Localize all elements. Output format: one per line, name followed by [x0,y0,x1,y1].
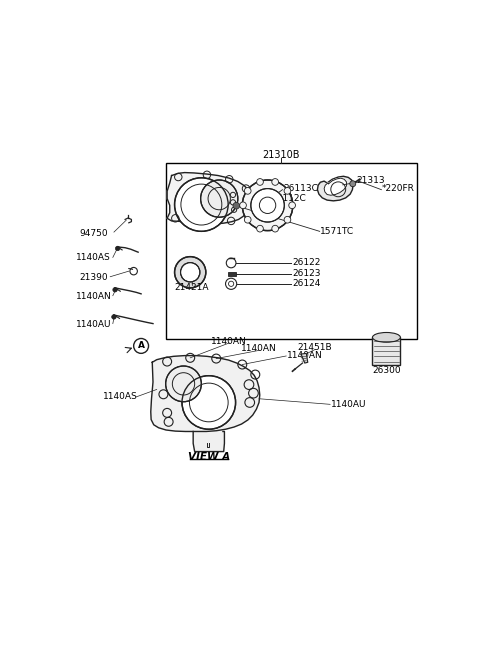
Text: 26122: 26122 [292,258,321,267]
Text: 21310B: 21310B [263,150,300,160]
Circle shape [272,225,278,232]
Circle shape [272,179,278,185]
Circle shape [233,202,240,209]
Text: VIEW A: VIEW A [188,452,230,462]
Text: 26112C: 26112C [271,194,306,204]
Text: 1140AS: 1140AS [103,392,138,401]
Circle shape [284,216,291,223]
Text: 21421A: 21421A [175,283,209,292]
Text: 1140AN: 1140AN [211,336,247,346]
Text: 26113C: 26113C [283,184,318,193]
Circle shape [289,202,296,209]
Circle shape [166,366,202,401]
Circle shape [175,257,206,288]
Polygon shape [193,432,225,451]
Polygon shape [167,173,252,224]
Polygon shape [301,353,308,363]
Circle shape [240,202,246,209]
Circle shape [257,225,264,232]
Polygon shape [151,355,260,432]
Polygon shape [324,178,347,195]
Circle shape [244,187,251,194]
Circle shape [226,258,236,268]
Bar [228,271,236,276]
Text: 94750: 94750 [79,229,108,238]
Circle shape [284,187,291,194]
Text: 26300: 26300 [372,367,401,375]
Circle shape [180,263,200,282]
Circle shape [242,180,293,231]
Text: 21451B: 21451B [298,343,332,352]
Circle shape [182,376,236,429]
Text: 1140AN: 1140AN [287,351,323,361]
Circle shape [113,288,117,292]
Polygon shape [317,176,353,201]
Text: 1140AU: 1140AU [76,320,111,329]
Text: 1140AU: 1140AU [331,400,366,409]
Circle shape [175,178,228,231]
Text: 1140AS: 1140AS [76,253,111,262]
Circle shape [251,189,284,222]
Circle shape [201,180,238,217]
Circle shape [115,246,120,251]
Text: *220FR: *220FR [382,184,415,193]
Circle shape [350,181,356,187]
Bar [372,337,400,365]
Text: 1140AN: 1140AN [76,292,111,301]
Bar [166,162,417,339]
Text: 26123: 26123 [292,269,321,278]
Circle shape [112,315,116,319]
Text: 1140AN: 1140AN [241,344,277,353]
Text: 1571TC: 1571TC [321,227,355,236]
Circle shape [244,216,251,223]
Ellipse shape [372,332,400,342]
Text: 21313: 21313 [357,176,385,185]
Circle shape [257,179,264,185]
Text: 21390: 21390 [79,273,108,283]
Text: A: A [138,342,144,350]
Text: 26124: 26124 [292,279,321,288]
